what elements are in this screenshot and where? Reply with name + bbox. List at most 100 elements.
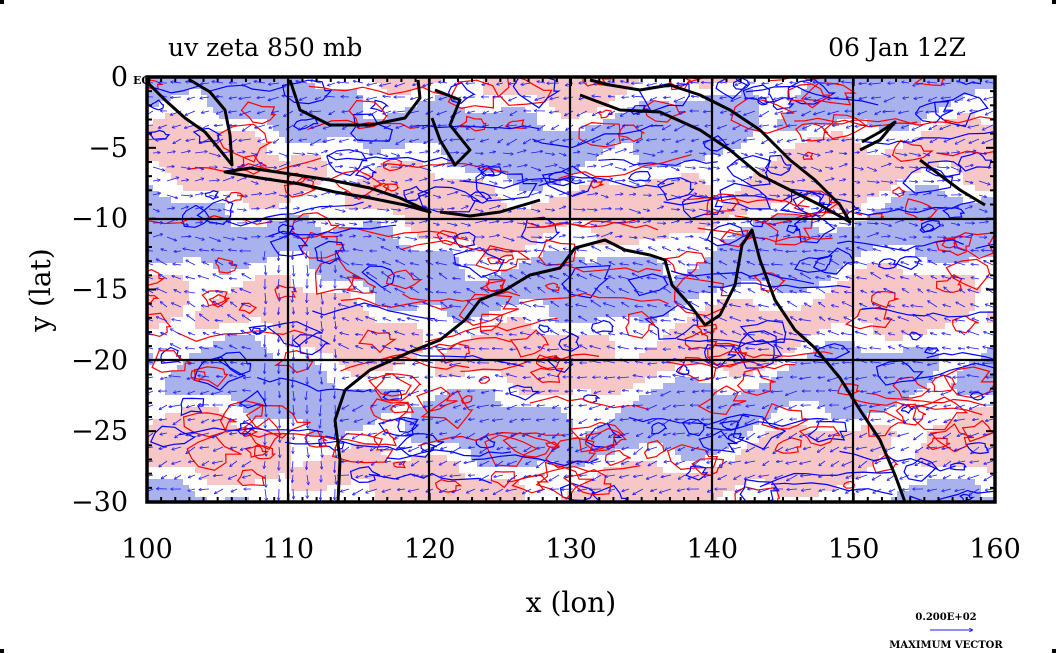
vorticity-cell [237,155,243,161]
vorticity-cell [891,173,897,179]
vorticity-cell [909,101,915,107]
vorticity-cell [231,113,237,119]
vorticity-cell [483,365,489,371]
vorticity-cell [339,293,345,299]
vorticity-cell [297,365,303,371]
vorticity-cell [933,155,939,161]
vorticity-cell [267,317,273,323]
vorticity-cell [579,371,585,377]
vorticity-cell [597,335,603,341]
vorticity-cell [669,155,675,161]
vorticity-cell [219,167,225,173]
vorticity-cell [255,179,261,185]
vorticity-cell [219,173,225,179]
vorticity-cell [735,119,741,125]
vorticity-cell [795,317,801,323]
vorticity-cell [747,101,753,107]
vorticity-cell [291,155,297,161]
vorticity-cell [915,119,921,125]
vorticity-cell [219,185,225,191]
vorticity-cell [681,107,687,113]
vorticity-cell [867,179,873,185]
vorticity-cell [939,197,945,203]
vorticity-cell [153,305,159,311]
vorticity-cell [783,191,789,197]
vorticity-cell [237,185,243,191]
vorticity-cell [165,221,171,227]
vorticity-cell [477,203,483,209]
vorticity-cell [933,77,939,83]
vorticity-cell [393,209,399,215]
vorticity-cell [303,131,309,137]
vorticity-cell [765,311,771,317]
vorticity-cell [453,197,459,203]
vorticity-cell [213,323,219,329]
vorticity-cell [699,335,705,341]
vorticity-cell [843,317,849,323]
vorticity-cell [327,275,333,281]
vorticity-cell [435,257,441,263]
vorticity-cell [795,275,801,281]
vorticity-cell [363,311,369,317]
vorticity-cell [843,311,849,317]
vorticity-cell [483,197,489,203]
vorticity-cell [207,131,213,137]
vorticity-cell [591,95,597,101]
vorticity-cell [327,113,333,119]
vorticity-cell [819,119,825,125]
vorticity-cell [831,263,837,269]
vorticity-cell [159,317,165,323]
vorticity-cell [501,161,507,167]
vorticity-cell [639,317,645,323]
vorticity-cell [207,221,213,227]
vorticity-cell [249,185,255,191]
vorticity-cell [411,221,417,227]
vorticity-cell [813,365,819,371]
vorticity-cell [165,287,171,293]
vorticity-cell [393,137,399,143]
vorticity-cell [255,365,261,371]
vorticity-cell [861,167,867,173]
vorticity-cell [909,371,915,377]
vorticity-cell [741,227,747,233]
vorticity-cell [399,191,405,197]
vorticity-cell [555,173,561,179]
vorticity-cell [321,293,327,299]
vorticity-cell [969,299,975,305]
vorticity-cell [147,101,153,107]
vorticity-cell [873,77,879,83]
vorticity-cell [165,293,171,299]
vorticity-cell [615,233,621,239]
vorticity-cell [687,317,693,323]
vorticity-cell [207,365,213,371]
vorticity-cell [315,89,321,95]
vorticity-cell [897,311,903,317]
vorticity-cell [267,83,273,89]
vorticity-cell [207,179,213,185]
vorticity-cell [873,365,879,371]
vorticity-cell [939,131,945,137]
vorticity-cell [357,95,363,101]
vorticity-cell [507,137,513,143]
vorticity-cell [585,281,591,287]
vorticity-cell [867,245,873,251]
vorticity-cell [981,77,987,83]
vorticity-cell [549,251,555,257]
vorticity-cell [783,347,789,353]
vorticity-cell [321,263,327,269]
vorticity-cell [315,179,321,185]
vorticity-cell [723,113,729,119]
vorticity-cell [531,257,537,263]
vorticity-cell [573,95,579,101]
vorticity-cell [975,137,981,143]
vorticity-cell [657,191,663,197]
vorticity-cell [765,323,771,329]
vorticity-cell [873,161,879,167]
vorticity-cell [207,359,213,365]
vorticity-cell [807,113,813,119]
vorticity-cell [459,203,465,209]
vorticity-cell [477,137,483,143]
vorticity-cell [465,305,471,311]
vorticity-cell [897,113,903,119]
vorticity-cell [561,257,567,263]
